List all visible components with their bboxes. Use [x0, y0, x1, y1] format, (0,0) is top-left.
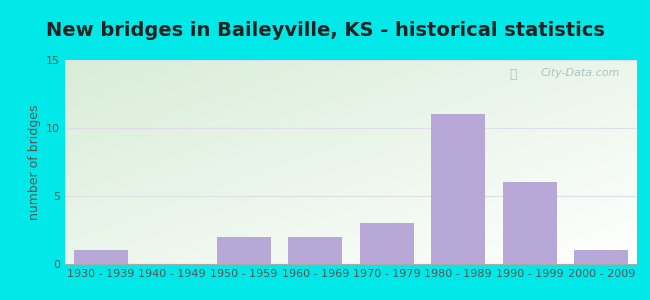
- Bar: [360, 223, 413, 264]
- Bar: [289, 237, 342, 264]
- Text: New bridges in Baileyville, KS - historical statistics: New bridges in Baileyville, KS - histori…: [46, 21, 605, 40]
- Y-axis label: number of bridges: number of bridges: [27, 104, 40, 220]
- Bar: [503, 182, 556, 264]
- Bar: [74, 250, 127, 264]
- Text: City-Data.com: City-Data.com: [540, 68, 620, 78]
- Bar: [432, 114, 485, 264]
- Text: Ⓢ: Ⓢ: [510, 68, 517, 81]
- Bar: [217, 237, 270, 264]
- Bar: [575, 250, 628, 264]
